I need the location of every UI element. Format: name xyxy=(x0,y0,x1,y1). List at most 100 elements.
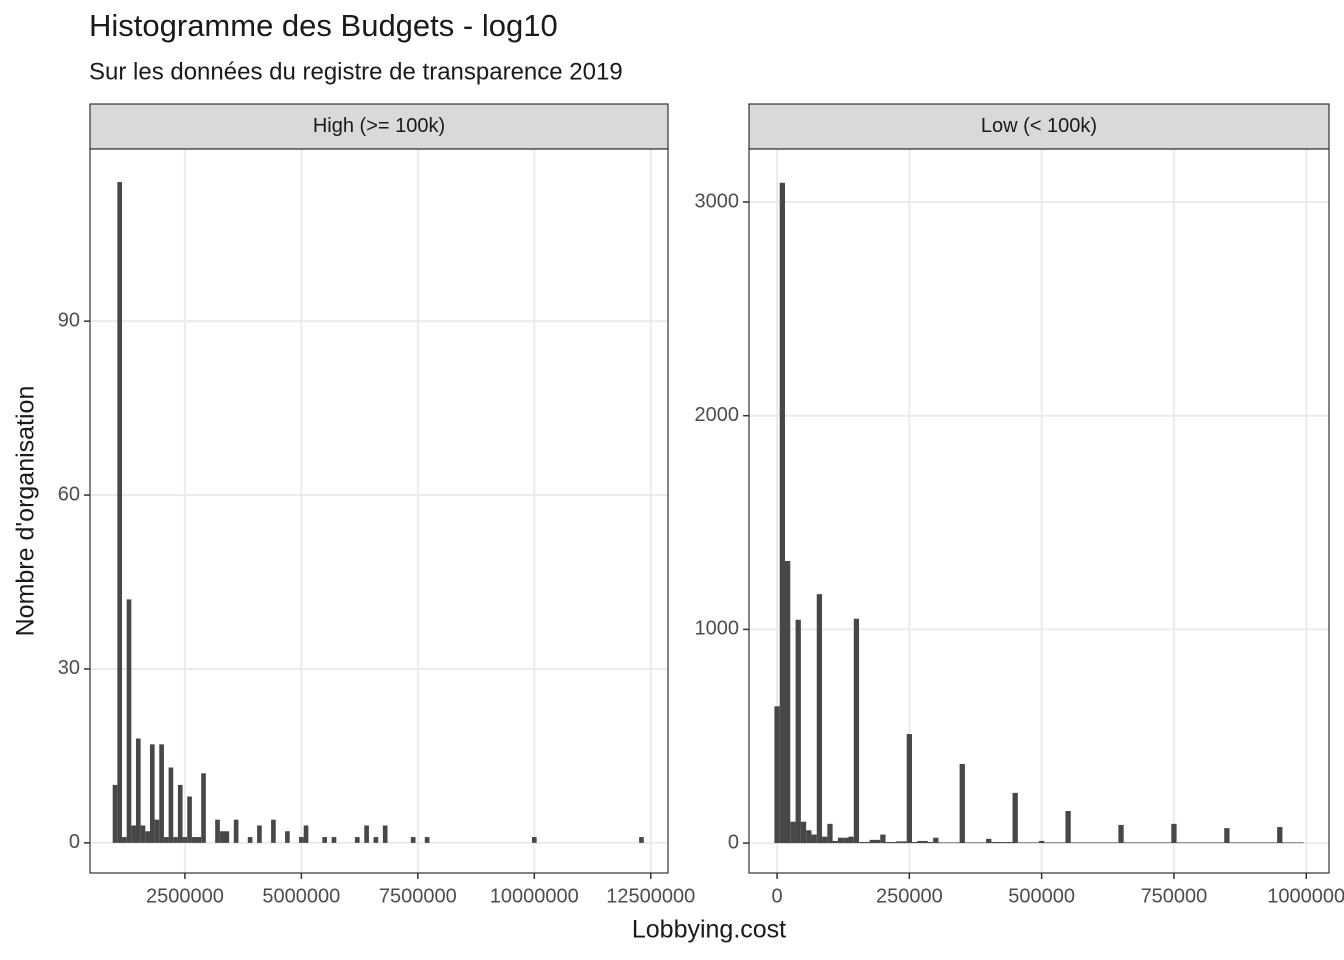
bar xyxy=(168,767,174,843)
panel-background xyxy=(749,149,1329,873)
y-tick-label: 30 xyxy=(58,657,80,679)
x-axis-label: Lobbying.cost xyxy=(632,916,786,944)
bar xyxy=(1271,842,1278,844)
bar xyxy=(1070,842,1077,844)
bar xyxy=(149,744,155,843)
y-tick-label: 2000 xyxy=(695,404,740,426)
bar xyxy=(1197,842,1204,844)
bar xyxy=(1293,842,1299,844)
bar xyxy=(271,819,276,843)
bar xyxy=(201,773,206,843)
bar xyxy=(1208,842,1214,844)
bar xyxy=(1134,842,1140,844)
bar xyxy=(1017,842,1024,844)
bar xyxy=(991,842,997,844)
bar xyxy=(1049,842,1055,844)
x-tick-label: 7500000 xyxy=(379,885,457,907)
bar xyxy=(806,830,812,844)
bar xyxy=(1240,842,1246,844)
bar xyxy=(784,561,791,844)
bar xyxy=(126,599,132,843)
bar xyxy=(1176,842,1182,844)
bar xyxy=(1091,842,1098,844)
bar xyxy=(822,836,828,844)
bar xyxy=(247,837,253,843)
facet-label: Low (< 100k) xyxy=(981,115,1097,137)
bar xyxy=(1012,792,1018,844)
bar xyxy=(1065,811,1071,844)
bar xyxy=(933,837,939,844)
bar xyxy=(173,837,178,843)
bar xyxy=(303,825,309,843)
bar xyxy=(159,744,164,843)
x-tick-label: 1000000 xyxy=(1267,885,1344,907)
bar xyxy=(1255,842,1262,844)
bar xyxy=(1171,823,1177,844)
y-tick-label: 3000 xyxy=(695,190,740,212)
bar xyxy=(1261,842,1267,844)
bar xyxy=(140,825,146,843)
bar xyxy=(135,738,141,843)
bar xyxy=(964,842,971,844)
bar xyxy=(949,842,955,844)
bar xyxy=(1287,842,1294,844)
bar xyxy=(639,837,644,843)
bar xyxy=(215,819,220,843)
bar xyxy=(1203,842,1209,844)
panel-background xyxy=(90,149,668,873)
bar xyxy=(1160,842,1167,844)
bar xyxy=(970,842,976,844)
bar xyxy=(331,837,337,843)
bar xyxy=(1007,842,1013,844)
bar xyxy=(299,837,304,843)
bar xyxy=(959,764,965,844)
bar xyxy=(832,840,838,844)
bar xyxy=(322,837,327,843)
bar xyxy=(1097,842,1103,844)
bar xyxy=(177,784,183,843)
bar xyxy=(1150,842,1156,844)
bar xyxy=(1266,842,1272,844)
bar xyxy=(1118,824,1124,844)
bar xyxy=(1081,842,1087,844)
bar xyxy=(1250,842,1256,844)
bar xyxy=(117,182,123,843)
bar xyxy=(922,840,928,844)
bar xyxy=(410,837,416,843)
bar xyxy=(224,831,230,843)
bar xyxy=(233,819,239,843)
bar xyxy=(1044,842,1050,844)
bar xyxy=(774,706,780,844)
bar xyxy=(906,734,912,844)
bar xyxy=(1192,842,1198,844)
bar xyxy=(1060,842,1066,844)
bar xyxy=(219,831,225,843)
bar xyxy=(869,839,875,844)
bar xyxy=(811,834,817,844)
x-tick-label: 2500000 xyxy=(146,885,224,907)
bar xyxy=(1144,842,1151,844)
bar xyxy=(890,842,897,844)
bar xyxy=(191,837,197,843)
bar xyxy=(880,834,886,844)
bar xyxy=(795,619,801,844)
bar xyxy=(131,825,136,843)
bar xyxy=(1102,842,1108,844)
chart-title: Histogramme des Budgets - log10 xyxy=(89,8,558,43)
bar xyxy=(154,819,160,843)
bar xyxy=(1001,842,1008,844)
bar xyxy=(1039,840,1045,844)
bar xyxy=(1187,842,1193,844)
bar xyxy=(1155,842,1161,844)
bar xyxy=(1229,842,1235,844)
bar xyxy=(853,618,860,844)
bar xyxy=(896,841,902,844)
bar xyxy=(1107,842,1114,844)
bar xyxy=(122,837,127,843)
bar xyxy=(938,842,944,844)
panel-border xyxy=(89,148,669,874)
bar xyxy=(182,837,188,843)
bar xyxy=(901,841,907,844)
bar xyxy=(843,837,849,844)
